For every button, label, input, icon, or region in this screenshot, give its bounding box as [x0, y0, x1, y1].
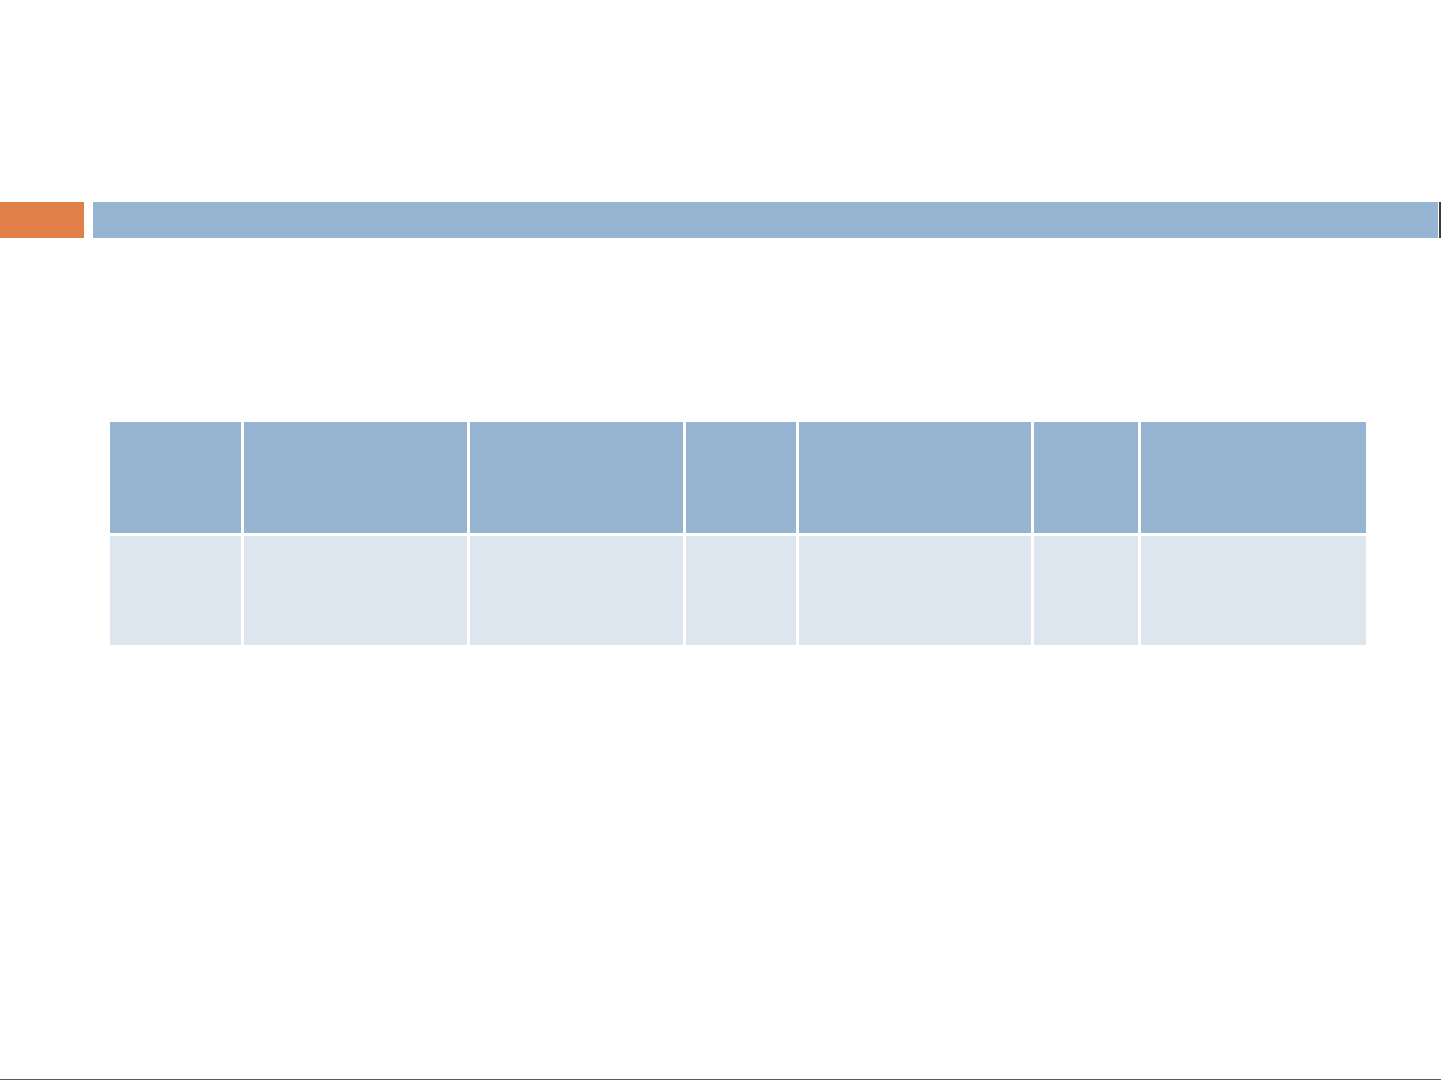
data-table [107, 419, 1369, 648]
footer-divider [0, 1079, 1441, 1080]
header-cell-3 [470, 422, 683, 533]
header-cell-1 [110, 422, 241, 533]
title-bar [93, 202, 1438, 238]
table-header-row [110, 422, 1366, 533]
title-bar-edge [1439, 202, 1441, 238]
header-cell-6 [1034, 422, 1138, 533]
table-cell-1 [110, 536, 241, 645]
header-cell-2 [244, 422, 467, 533]
header-cell-5 [799, 422, 1031, 533]
table-cell-4 [686, 536, 796, 645]
table-cell-3 [470, 536, 683, 645]
table-cell-5 [799, 536, 1031, 645]
header-cell-4 [686, 422, 796, 533]
table-cell-6 [1034, 536, 1138, 645]
table-cell-2 [244, 536, 467, 645]
header-cell-7 [1141, 422, 1366, 533]
table-row [110, 536, 1366, 645]
accent-block [0, 202, 84, 238]
table-cell-7 [1141, 536, 1366, 645]
